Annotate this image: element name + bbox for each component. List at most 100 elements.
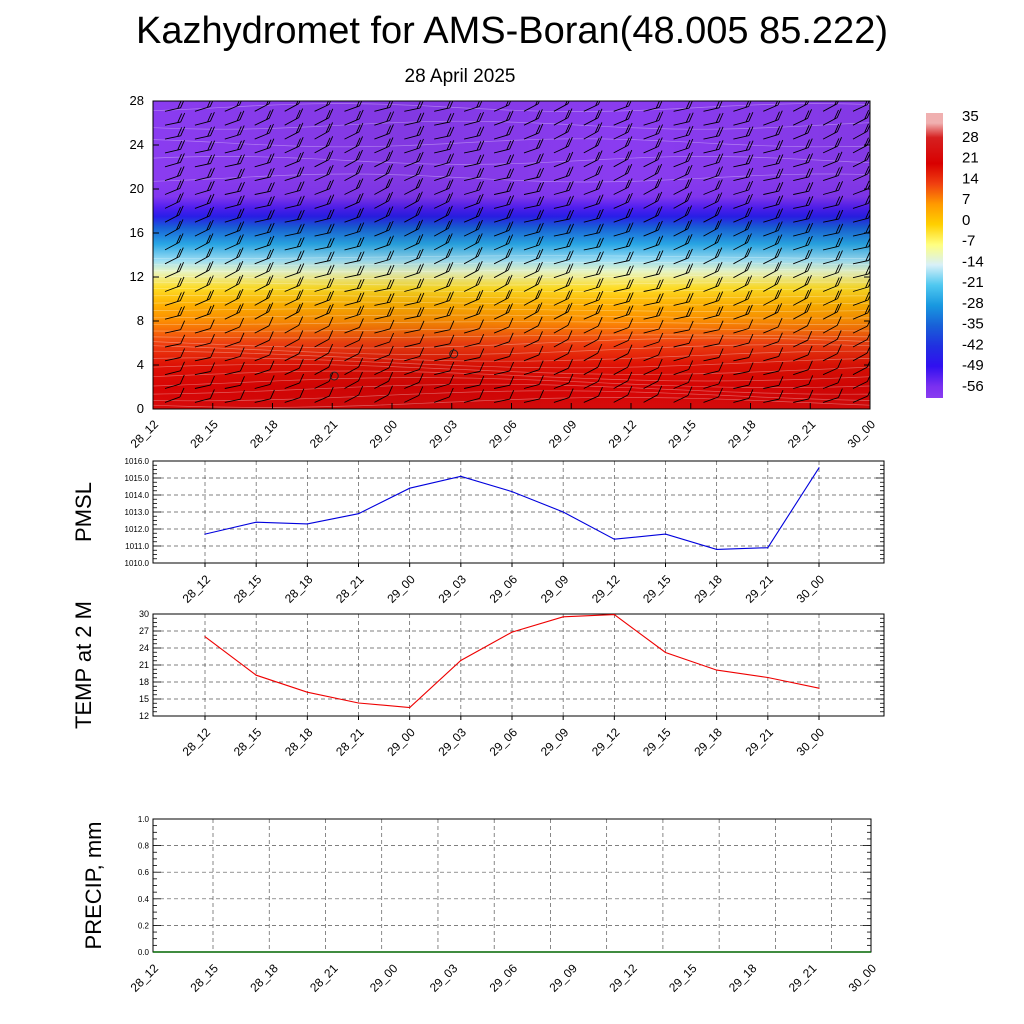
wind-barb — [374, 235, 394, 251]
wind-barb — [523, 288, 543, 306]
wind-barb — [404, 178, 424, 195]
wind-barb — [553, 330, 573, 348]
contour-line — [153, 281, 870, 286]
wind-barb — [763, 168, 784, 182]
wind-barb — [613, 318, 634, 334]
wind-barb — [374, 332, 395, 348]
wind-barb — [763, 317, 783, 334]
wind-barb — [523, 389, 545, 403]
wind-barb — [703, 101, 723, 112]
wind-barb — [703, 179, 723, 195]
data-point — [357, 513, 360, 515]
wind-barb — [284, 151, 304, 168]
wind-barb — [553, 137, 573, 154]
wind-barb — [583, 251, 604, 265]
wind-barb — [194, 375, 215, 389]
page-date: 28 April 2025 — [404, 66, 516, 87]
wind-barb — [164, 126, 186, 140]
wind-barb — [613, 236, 634, 251]
y-axis-label: PMSL — [71, 482, 96, 542]
wind-barb — [194, 233, 214, 251]
wind-barb — [224, 139, 245, 154]
heatmap-marker — [329, 371, 339, 381]
wind-barb — [404, 386, 424, 403]
wind-barb — [703, 140, 724, 154]
wind-barb — [553, 181, 574, 195]
wind-barb — [822, 263, 843, 279]
wind-barb — [643, 235, 664, 251]
wind-barb — [344, 331, 364, 348]
wind-barb — [523, 261, 543, 279]
wind-barb — [673, 334, 694, 348]
wind-barb — [553, 250, 574, 265]
wind-barb — [284, 250, 305, 265]
wind-barb — [733, 193, 753, 209]
wind-barb — [763, 208, 784, 223]
wind-barb — [434, 306, 455, 320]
wind-barb — [673, 292, 694, 306]
wind-barb — [314, 316, 334, 334]
wind-barb — [254, 248, 275, 265]
wind-barb — [314, 179, 334, 195]
x-tick-label: 28_12 — [128, 961, 162, 995]
wind-barb — [673, 278, 694, 292]
wind-barb — [493, 125, 514, 140]
wind-barb — [852, 332, 870, 348]
wind-barb — [852, 278, 870, 292]
wind-barb — [822, 373, 843, 389]
wind-barb — [194, 126, 215, 140]
x-tick-label: 29_21 — [786, 961, 820, 995]
wind-barb — [733, 112, 754, 126]
wind-barb — [643, 332, 664, 348]
wind-barb — [523, 360, 544, 376]
wind-barb — [553, 209, 575, 223]
wind-barb — [314, 209, 335, 223]
wind-barb — [254, 316, 274, 334]
wind-barb — [314, 194, 335, 209]
wind-barb — [643, 293, 664, 306]
wind-barb — [793, 375, 814, 389]
wind-barb — [374, 137, 394, 154]
wind-barb — [164, 276, 185, 292]
wind-barb — [763, 139, 784, 154]
wind-barb — [493, 221, 514, 237]
wind-barb — [822, 137, 843, 154]
wind-barb — [314, 277, 335, 292]
wind-barb — [224, 376, 245, 389]
wind-barb — [822, 237, 844, 251]
wind-barb — [493, 361, 515, 376]
wind-barb — [434, 334, 455, 348]
wind-barb — [673, 191, 693, 209]
wind-barb — [703, 219, 722, 237]
wind-barb — [463, 319, 484, 334]
wind-barb — [792, 302, 812, 320]
data-point — [613, 538, 615, 540]
y-tick-label: 28 — [130, 93, 144, 108]
wind-barb — [643, 279, 664, 292]
x-tick-label: 30_00 — [846, 961, 880, 995]
wind-barb — [613, 136, 633, 154]
wind-barb — [224, 317, 245, 334]
wind-barb — [673, 373, 693, 389]
x-tick-label: 29_09 — [538, 725, 572, 759]
wind-barb — [793, 389, 814, 403]
x-tick-label: 29_12 — [606, 961, 640, 995]
x-tick-label: 30_00 — [794, 572, 828, 606]
wind-barb — [224, 154, 245, 168]
wind-barb — [583, 277, 604, 292]
wind-barb — [284, 359, 304, 376]
wind-barb — [434, 153, 455, 168]
wind-barb — [344, 344, 364, 362]
wind-barb — [583, 316, 603, 334]
data-point — [716, 669, 718, 671]
wind-barb — [464, 375, 485, 389]
wind-barb — [763, 274, 782, 292]
y-tick-label: 18 — [139, 677, 149, 687]
contour-line — [153, 383, 870, 395]
wind-barb — [523, 345, 544, 362]
wind-barb — [763, 125, 784, 140]
wind-barb — [254, 235, 275, 251]
wind-barb — [194, 206, 215, 223]
wind-barb — [643, 150, 663, 168]
